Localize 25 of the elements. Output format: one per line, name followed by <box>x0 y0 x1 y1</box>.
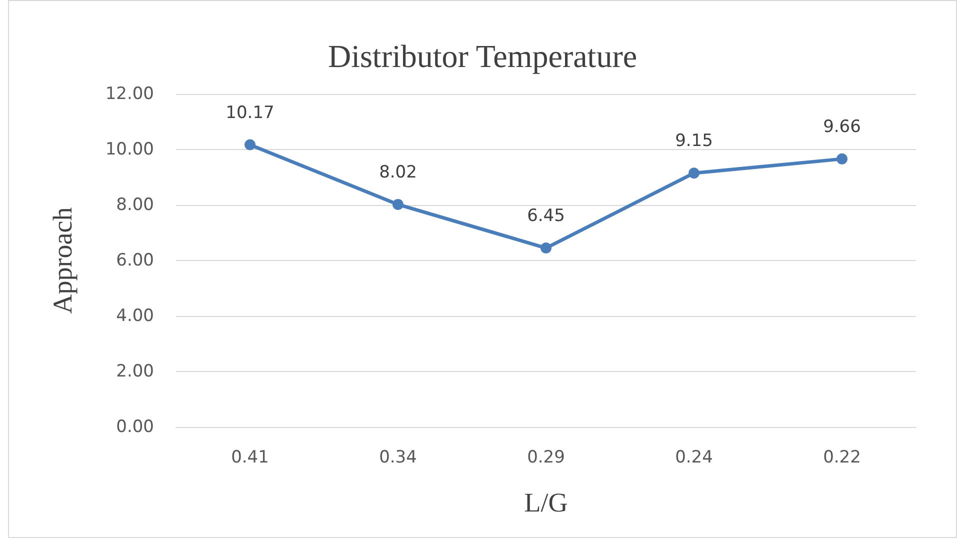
x-tick-label: 0.41 <box>231 448 269 468</box>
y-tick-label: 4.00 <box>116 306 154 326</box>
y-tick-label: 10.00 <box>105 140 154 160</box>
x-tick-label: 0.22 <box>823 448 861 468</box>
y-tick-label: 0.00 <box>116 417 154 437</box>
point <box>540 242 552 254</box>
y-tick-label: 6.00 <box>116 250 154 270</box>
y-axis-title: Approach <box>48 206 78 314</box>
data-label: 8.02 <box>379 162 417 182</box>
y-tick-label: 12.00 <box>105 84 154 104</box>
chart-title: Distributor Temperature <box>328 38 638 74</box>
x-axis-title: L/G <box>524 488 568 518</box>
y-tick-label: 8.00 <box>116 195 154 215</box>
x-tick-label: 0.24 <box>675 448 713 468</box>
x-tick-label: 0.34 <box>379 448 417 468</box>
data-label: 10.17 <box>226 102 274 123</box>
point <box>244 139 256 150</box>
point <box>392 198 404 210</box>
point <box>836 153 848 164</box>
data-label: 9.15 <box>675 131 713 152</box>
data-label: 6.45 <box>527 206 565 226</box>
y-tick-label: 2.00 <box>116 362 154 382</box>
x-tick-label: 0.29 <box>527 448 565 468</box>
data-label: 9.66 <box>823 116 861 137</box>
point <box>688 168 700 179</box>
